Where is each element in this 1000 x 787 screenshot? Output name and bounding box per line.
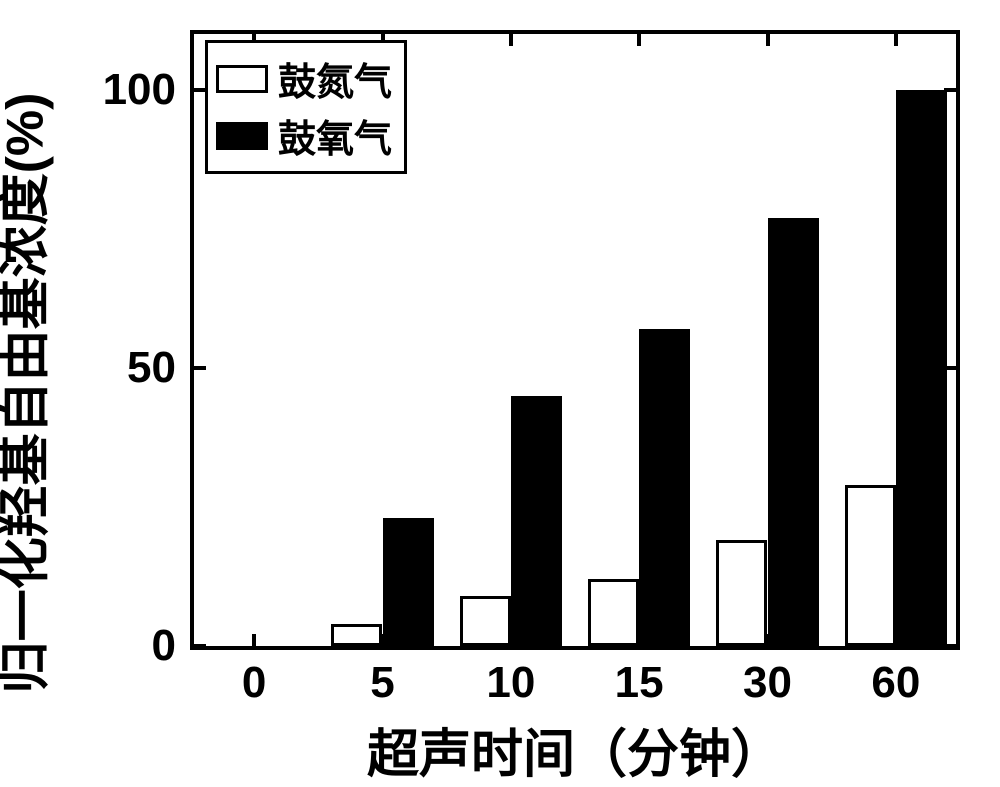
x-tick-label: 15	[615, 650, 664, 708]
legend-label: 鼓氧气	[278, 108, 392, 163]
legend-item-oxygen: 鼓氧气	[216, 108, 392, 163]
x-tick-label: 60	[871, 650, 920, 708]
x-tick-mark	[252, 634, 256, 646]
y-tick-label: 0	[152, 621, 190, 671]
legend-item-nitrogen: 鼓氮气	[216, 51, 392, 106]
y-tick-mark	[944, 644, 956, 648]
x-tick-mark	[766, 634, 770, 646]
y-tick-mark	[194, 644, 206, 648]
bar-nitrogen	[588, 579, 639, 646]
y-tick-mark	[194, 366, 206, 370]
x-tick-mark	[766, 34, 770, 46]
bar-oxygen	[896, 90, 947, 646]
axis-border	[190, 30, 960, 34]
bar-nitrogen	[716, 540, 767, 646]
x-tick-mark	[637, 634, 641, 646]
y-tick-label: 100	[103, 65, 190, 115]
legend-label: 鼓氮气	[278, 51, 392, 106]
bar-nitrogen	[331, 624, 382, 646]
y-axis-label: 归一化羟基自由基浓度(%)	[0, 93, 58, 694]
x-tick-label: 30	[743, 650, 792, 708]
bar-nitrogen	[460, 596, 511, 646]
bar-oxygen	[383, 518, 434, 646]
bar-nitrogen	[845, 485, 896, 646]
x-tick-label: 0	[242, 650, 266, 708]
y-tick-mark	[944, 88, 956, 92]
y-tick-label: 50	[127, 343, 190, 393]
axis-border	[190, 646, 960, 650]
y-tick-mark	[944, 366, 956, 370]
x-tick-mark	[381, 634, 385, 646]
bar-oxygen	[768, 218, 819, 646]
figure: 归一化羟基自由基浓度(%) 0 50 100 0 5 10 15 30 60 鼓氮气 鼓氧气 超…	[0, 0, 1000, 786]
x-tick-label: 10	[486, 650, 535, 708]
x-axis-label: 超声时间（分钟）	[367, 712, 783, 787]
x-tick-mark	[509, 634, 513, 646]
legend: 鼓氮气 鼓氧气	[205, 40, 407, 174]
x-tick-mark	[637, 34, 641, 46]
bar-oxygen	[639, 329, 690, 646]
x-tick-label: 5	[370, 650, 394, 708]
x-tick-mark	[894, 634, 898, 646]
bar-oxygen	[511, 396, 562, 646]
axis-border	[956, 30, 960, 650]
legend-swatch-icon	[216, 122, 268, 150]
axis-border	[190, 30, 194, 650]
x-tick-mark	[894, 34, 898, 46]
x-tick-mark	[509, 34, 513, 46]
legend-swatch-icon	[216, 65, 268, 93]
